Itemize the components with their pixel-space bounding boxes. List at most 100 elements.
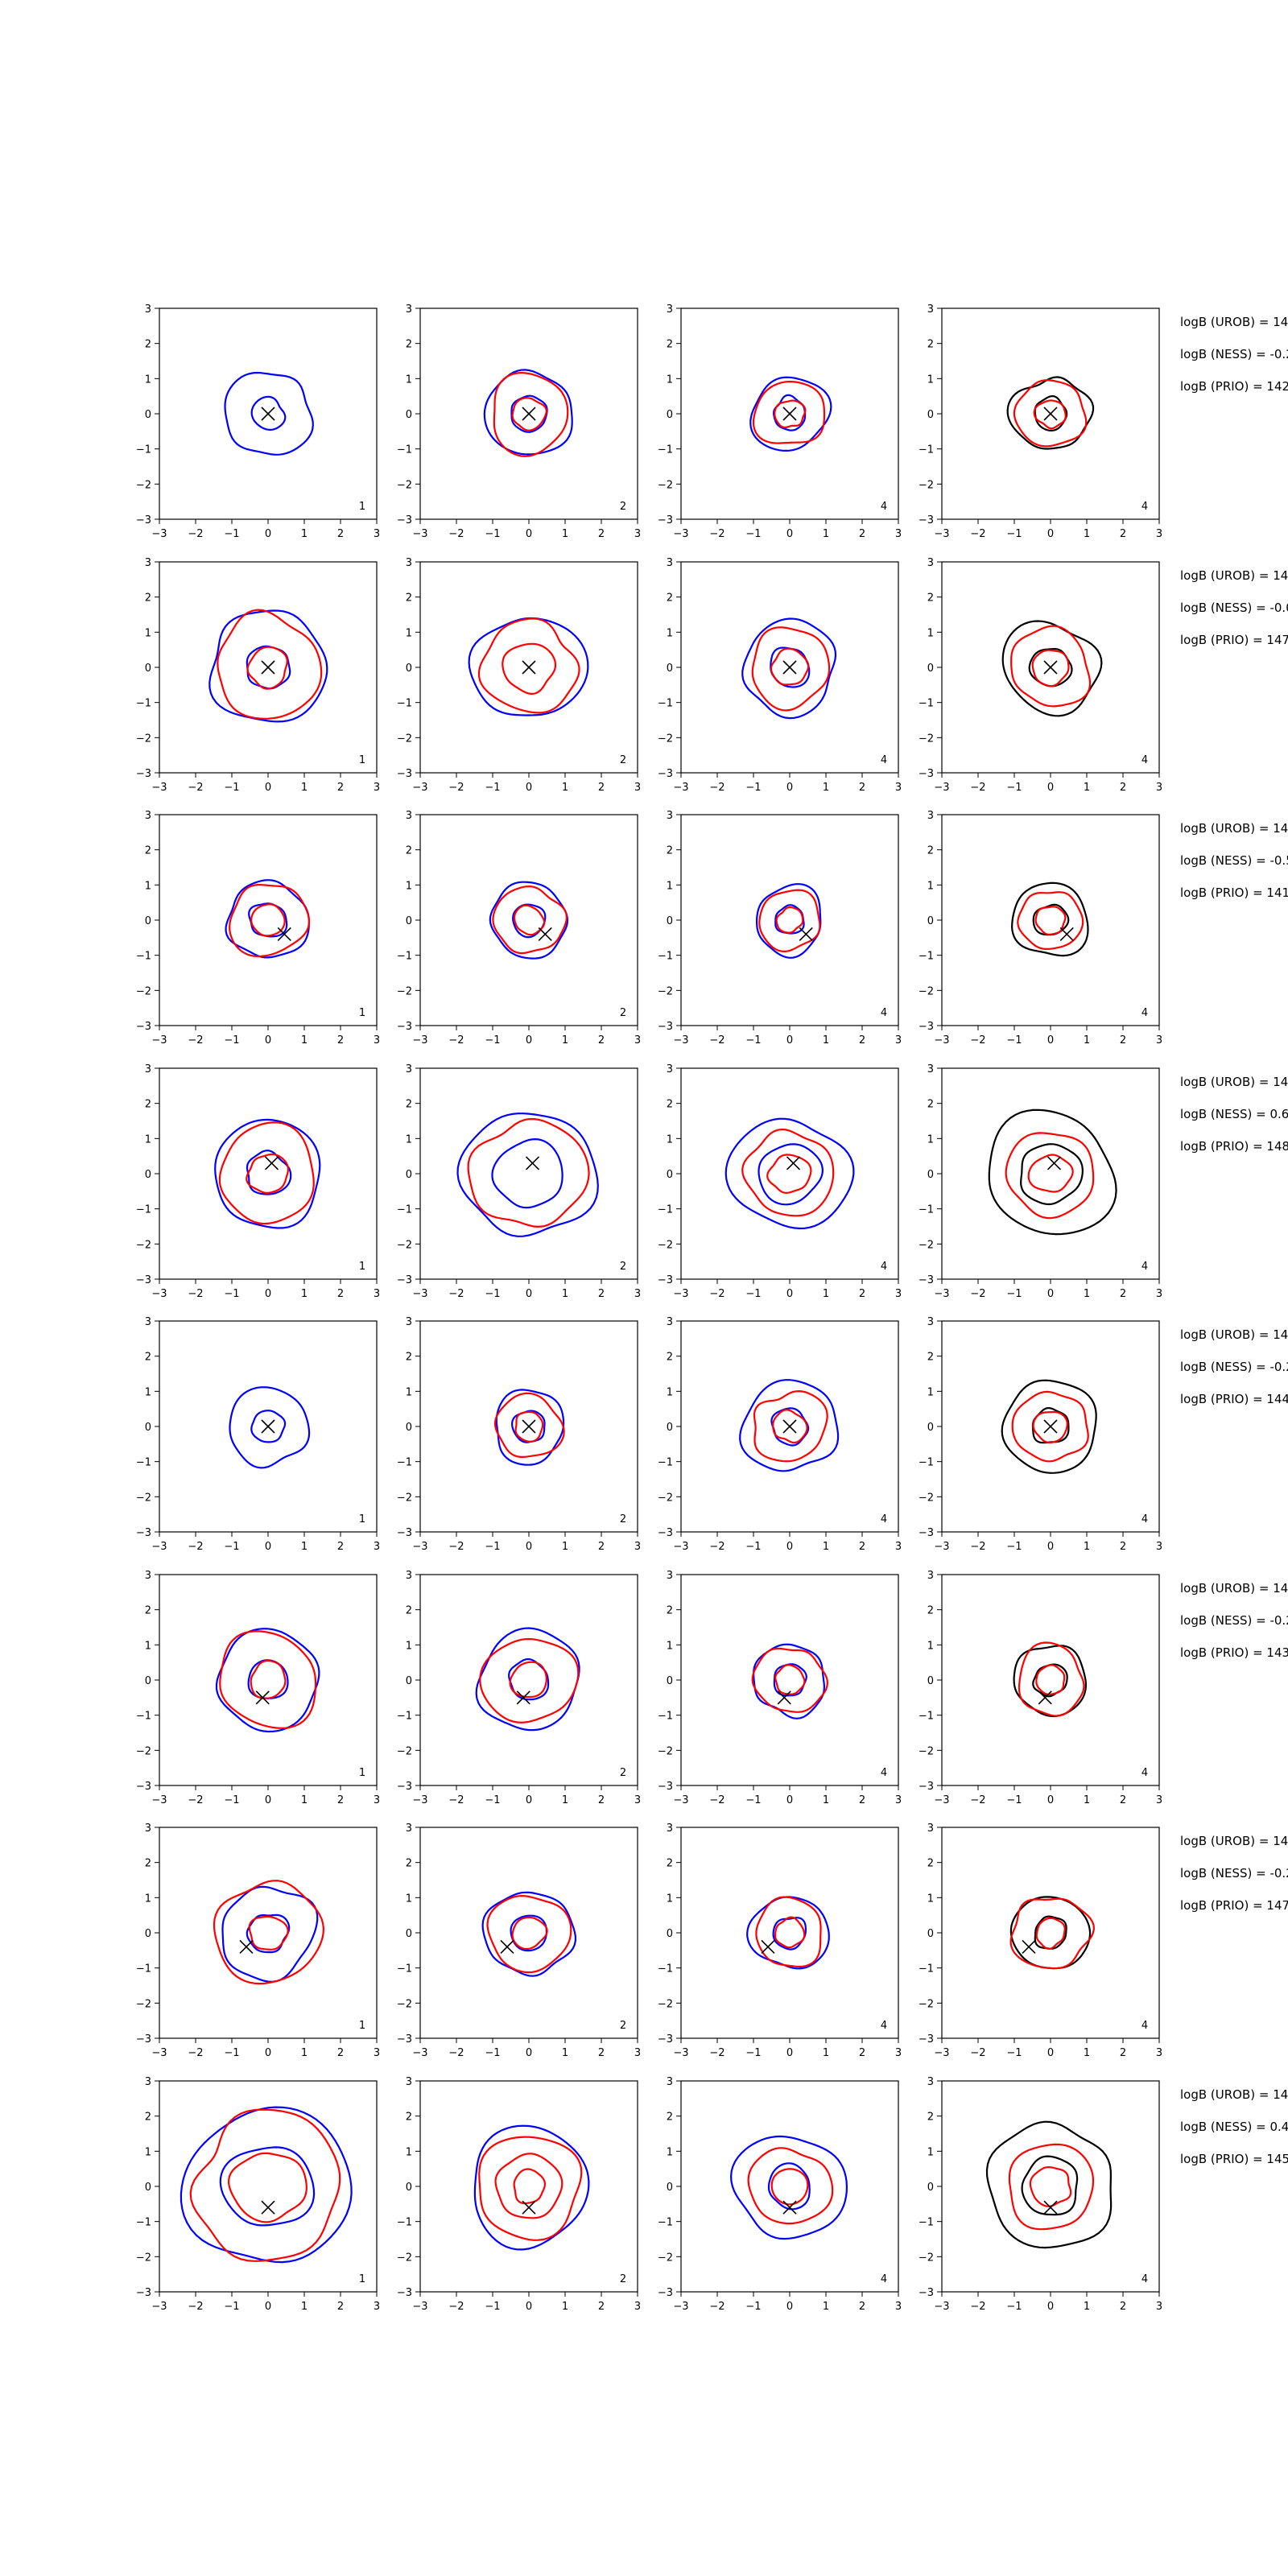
y-tick-label: 3 xyxy=(406,1063,412,1075)
y-tick-label: 0 xyxy=(145,1169,151,1181)
x-tick-label: −1 xyxy=(224,528,239,540)
y-tick-label: 3 xyxy=(667,1823,673,1835)
y-tick-label: 2 xyxy=(667,845,673,857)
marker-stroke-b xyxy=(1046,1156,1062,1170)
contour-red-4 xyxy=(1032,1410,1068,1444)
contour-red-2 xyxy=(213,1880,325,1985)
panel-r5-c3: −3−3 −2 −2 −1 −1 0 0 1 1 2 2 3 3 4 xyxy=(658,1316,902,1553)
x-tick-label: −3 xyxy=(934,1034,949,1046)
contour-group xyxy=(1001,620,1103,717)
x-tick-label: 1 xyxy=(1084,782,1090,794)
y-tick-label: −2 xyxy=(136,1492,151,1504)
y-tick-label: 3 xyxy=(145,303,151,316)
x-tick-label: 2 xyxy=(1120,1288,1126,1300)
contour-red-2 xyxy=(229,883,311,958)
y-tick-label: 3 xyxy=(927,303,934,316)
y-tick-label: 0 xyxy=(406,409,412,421)
x-tick-label: −3 xyxy=(673,528,688,540)
y-tick-label: 3 xyxy=(406,557,412,569)
x-tick-label: 1 xyxy=(301,2301,308,2313)
panel-label: 4 xyxy=(1141,2273,1148,2285)
marker-stroke-b xyxy=(239,1939,254,1955)
panel-r7-c3: −3−3 −2 −2 −1 −1 0 0 1 1 2 2 3 3 4 xyxy=(658,1823,902,2059)
x-tick-label: −1 xyxy=(1006,1288,1022,1300)
x-tick-label: 3 xyxy=(1156,1794,1162,1806)
y-tick-label: 1 xyxy=(667,2146,673,2158)
stat-label-2: logB (NESS) = -0.55 xyxy=(1180,853,1288,868)
panel-label: 2 xyxy=(620,754,626,766)
y-tick-label: −2 xyxy=(919,1239,934,1251)
y-tick-label: 2 xyxy=(145,339,151,351)
contour-black-1 xyxy=(988,1108,1117,1236)
y-tick-label: 2 xyxy=(406,1352,412,1364)
x-tick-label: −3 xyxy=(151,1034,167,1046)
x-tick-label: −1 xyxy=(1006,2047,1022,2059)
contour-group xyxy=(1010,881,1089,957)
x-tick-label: −1 xyxy=(485,782,500,794)
y-tick-label: 3 xyxy=(667,1063,673,1075)
x-tick-label: 0 xyxy=(786,782,793,794)
y-tick-label: 2 xyxy=(145,592,151,605)
contour-blue-3 xyxy=(246,1913,291,1954)
x-tick-label: 0 xyxy=(1047,2301,1054,2313)
x-tick-label: 0 xyxy=(526,1288,532,1300)
y-tick-label: 3 xyxy=(927,1823,934,1835)
x-tick-label: 3 xyxy=(1156,2301,1162,2313)
panel-r5-c2: −3−3 −2 −2 −1 −1 0 0 1 1 2 2 3 3 2 xyxy=(397,1316,641,1553)
y-tick-label: 0 xyxy=(406,1675,412,1687)
marker-stroke-b xyxy=(261,660,275,675)
y-tick-label: 1 xyxy=(145,627,151,639)
x-tick-label: −1 xyxy=(224,1541,239,1553)
y-tick-label: −3 xyxy=(919,1274,934,1286)
x-tick-label: −2 xyxy=(448,1288,464,1300)
row-stats-3: logB (UROB) = 141 logB (NESS) = -0.55 logB… xyxy=(1180,821,1288,900)
x-tick-label: 2 xyxy=(859,2301,865,2313)
y-tick-label: −2 xyxy=(658,1239,673,1251)
stat-label-3: logB (PRIO) = 1419 xyxy=(1180,886,1288,900)
panel-r7-c1: −3−3 −2 −2 −1 −1 0 0 1 1 2 2 3 3 1 xyxy=(136,1823,380,2059)
y-tick-label: 1 xyxy=(927,1386,934,1398)
y-tick-label: −2 xyxy=(136,1239,151,1251)
y-tick-label: 3 xyxy=(927,810,934,822)
x-tick-label: 1 xyxy=(301,1794,308,1806)
y-tick-label: −1 xyxy=(397,951,412,963)
marker-x xyxy=(261,2200,275,2215)
x-tick-label: −2 xyxy=(448,1034,464,1046)
contour-red-2 xyxy=(1013,379,1088,448)
y-tick-label: 2 xyxy=(145,1099,151,1111)
contour-red-4 xyxy=(1029,2165,1072,2207)
x-tick-label: 0 xyxy=(1047,2047,1054,2059)
contour-red-4 xyxy=(1034,906,1067,935)
y-tick-label: −2 xyxy=(136,479,151,491)
y-tick-label: 3 xyxy=(927,2076,934,2088)
x-tick-label: −2 xyxy=(448,528,464,540)
marker-x xyxy=(538,927,552,942)
x-tick-label: −2 xyxy=(970,1541,985,1553)
marker-stroke-b xyxy=(1043,2200,1058,2215)
contour-blue-1 xyxy=(224,371,314,456)
x-tick-label: 1 xyxy=(1084,1034,1090,1046)
marker-stroke-b xyxy=(538,927,552,942)
x-tick-label: 2 xyxy=(1120,1541,1126,1553)
x-tick-label: 1 xyxy=(823,1794,829,1806)
x-tick-label: −3 xyxy=(934,2301,949,2313)
y-tick-label: 3 xyxy=(406,2076,412,2088)
y-tick-label: 0 xyxy=(145,1422,151,1434)
x-tick-label: 3 xyxy=(895,782,902,794)
contour-red-2 xyxy=(467,1117,590,1228)
x-tick-label: 3 xyxy=(634,2301,641,2313)
y-tick-label: 2 xyxy=(406,2112,412,2124)
panel-label: 1 xyxy=(359,1767,365,1779)
x-tick-label: 3 xyxy=(1156,1034,1162,1046)
y-tick-label: −1 xyxy=(919,1457,934,1469)
panel-r1-c1: −3−3 −2 −2 −1 −1 0 0 1 1 2 2 3 3 1 xyxy=(136,303,380,540)
x-tick-label: −3 xyxy=(412,1034,427,1046)
y-tick-label: 3 xyxy=(667,2076,673,2088)
x-tick-label: 1 xyxy=(562,1794,568,1806)
y-tick-label: 3 xyxy=(667,557,673,569)
contour-red-4 xyxy=(514,1410,544,1443)
x-tick-label: −3 xyxy=(412,782,427,794)
y-tick-label: 1 xyxy=(406,2146,412,2158)
y-tick-label: −3 xyxy=(397,2287,412,2299)
contour-group xyxy=(985,2120,1113,2249)
